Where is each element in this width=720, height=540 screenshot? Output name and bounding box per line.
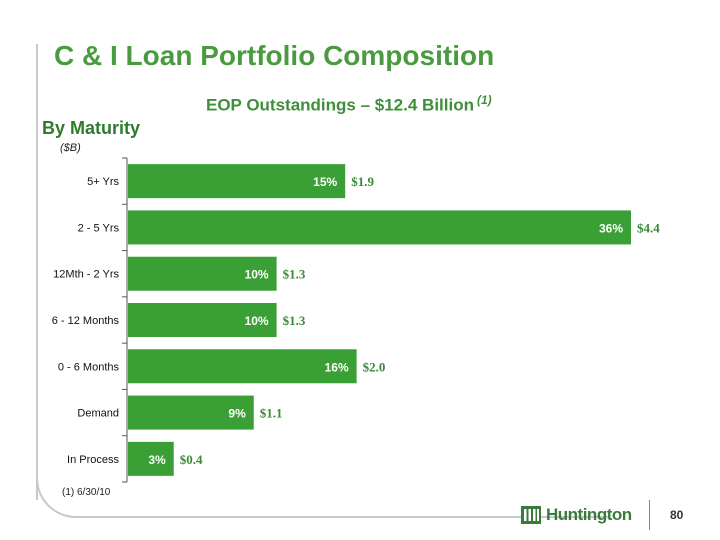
chart-subtitle: EOP Outstandings – $12.4 Billion (1) <box>206 93 492 116</box>
value-label: $4.4 <box>637 220 660 235</box>
percent-label: 36% <box>599 221 623 235</box>
category-label: In Process <box>67 454 119 466</box>
frame-bottom-line <box>90 516 610 518</box>
percent-label: 10% <box>245 314 269 328</box>
bar-3 <box>128 303 277 337</box>
percent-label: 10% <box>245 268 269 282</box>
category-label: 6 - 12 Months <box>52 315 120 327</box>
huntington-logo: Huntington <box>520 504 632 526</box>
bar-1 <box>128 210 631 245</box>
percent-label: 9% <box>228 407 246 421</box>
bar-5 <box>128 395 254 430</box>
logo-separator <box>649 500 650 530</box>
value-label: $1.9 <box>351 174 374 189</box>
value-label: $0.4 <box>180 452 203 467</box>
footnote: (1) 6/30/10 <box>62 487 111 498</box>
percent-label: 3% <box>148 453 166 467</box>
category-label: 12Mth - 2 Yrs <box>53 269 119 281</box>
bar-2 <box>128 256 277 291</box>
category-label: 2 - 5 Yrs <box>78 222 120 234</box>
percent-label: 15% <box>313 175 337 189</box>
subtitle-footnote-mark: (1) <box>476 93 492 107</box>
category-label: 0 - 6 Months <box>58 361 120 373</box>
section-label: By Maturity <box>42 118 141 138</box>
logo-text: Huntington <box>546 505 632 524</box>
huntington-logo-icon <box>521 506 541 524</box>
value-label: $1.3 <box>283 267 306 282</box>
unit-label: ($B) <box>60 142 81 154</box>
category-label: 5+ Yrs <box>87 176 119 188</box>
value-label: $1.1 <box>260 406 283 421</box>
value-label: $1.3 <box>283 313 306 328</box>
value-label: $2.0 <box>363 359 386 374</box>
page-title: C & I Loan Portfolio Composition <box>54 40 495 71</box>
category-label: Demand <box>77 408 119 420</box>
bar-0 <box>128 164 346 199</box>
bar-4 <box>128 349 357 384</box>
subtitle-text: EOP Outstandings – $12.4 Billion <box>206 95 474 115</box>
page-number: 80 <box>670 508 684 522</box>
bar-6 <box>128 441 174 476</box>
frame-left-line <box>36 44 38 500</box>
percent-label: 16% <box>325 360 349 374</box>
